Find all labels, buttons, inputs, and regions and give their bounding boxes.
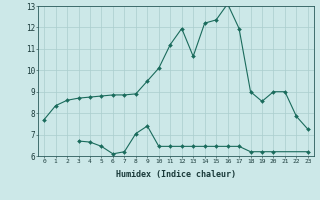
X-axis label: Humidex (Indice chaleur): Humidex (Indice chaleur): [116, 170, 236, 179]
